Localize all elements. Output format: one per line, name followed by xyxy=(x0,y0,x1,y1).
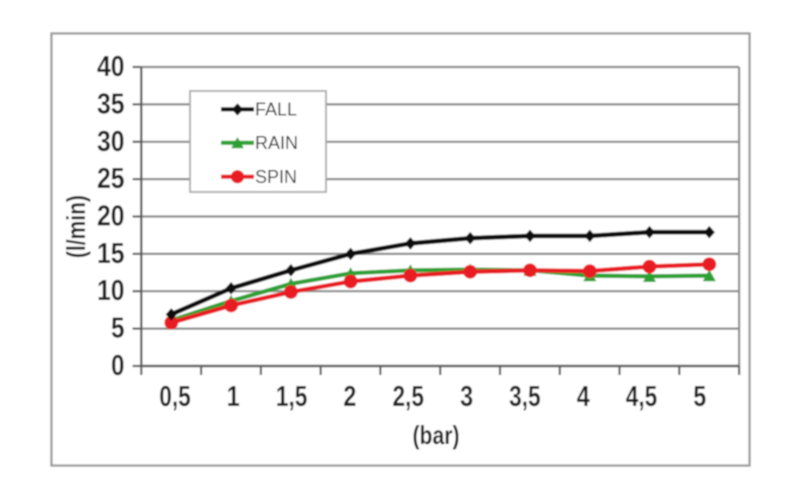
svg-text:1: 1 xyxy=(227,381,240,413)
svg-text:0: 0 xyxy=(111,350,125,382)
svg-text:20: 20 xyxy=(97,201,125,233)
svg-text:3,5: 3,5 xyxy=(509,381,541,413)
svg-text:5: 5 xyxy=(111,313,125,345)
svg-text:40: 40 xyxy=(97,51,125,83)
svg-text:SPIN: SPIN xyxy=(255,167,297,187)
svg-text:2,5: 2,5 xyxy=(392,381,424,413)
svg-text:2: 2 xyxy=(343,381,356,413)
svg-text:25: 25 xyxy=(97,163,125,195)
svg-text:FALL: FALL xyxy=(255,100,297,120)
svg-text:RAIN: RAIN xyxy=(255,133,298,153)
svg-text:(bar): (bar) xyxy=(413,420,460,450)
svg-text:(l/min): (l/min) xyxy=(61,195,91,258)
svg-text:10: 10 xyxy=(97,275,125,307)
svg-text:15: 15 xyxy=(97,238,125,270)
svg-text:3: 3 xyxy=(460,381,473,413)
svg-text:4,5: 4,5 xyxy=(626,381,658,413)
svg-text:5: 5 xyxy=(693,381,706,413)
svg-text:35: 35 xyxy=(97,88,125,120)
svg-text:0,5: 0,5 xyxy=(159,381,191,413)
svg-text:30: 30 xyxy=(97,126,125,158)
svg-text:4: 4 xyxy=(577,381,590,413)
svg-text:1,5: 1,5 xyxy=(276,381,308,413)
